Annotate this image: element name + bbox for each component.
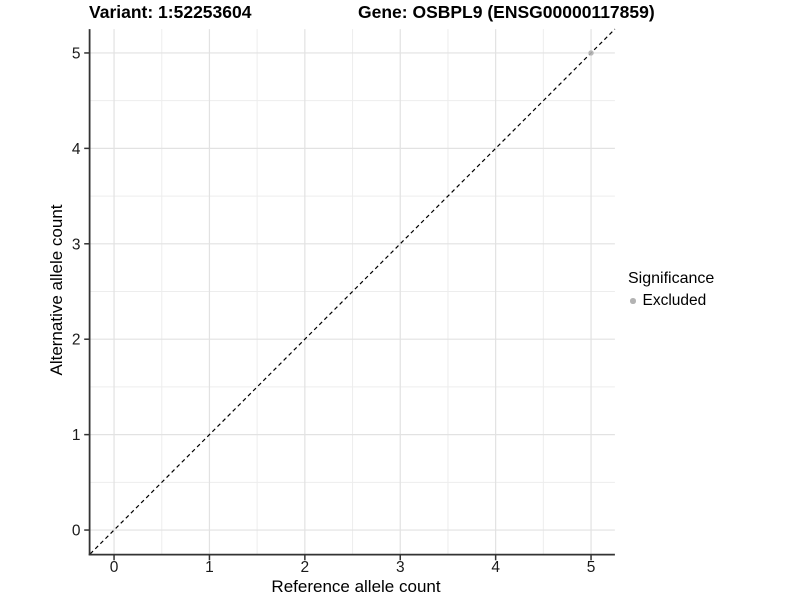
series-excluded [588, 50, 594, 56]
legend-title: Significance [628, 270, 715, 287]
identity-line [89, 28, 616, 555]
plot-title-variant: Variant: 1:52253604 [89, 2, 252, 22]
excluded-point-icon [630, 298, 636, 304]
gridlines-minor [90, 29, 615, 554]
svg-text:0: 0 [72, 523, 81, 540]
svg-text:3: 3 [72, 236, 81, 253]
x-axis-ticks: 0 1 2 3 4 5 [110, 555, 596, 576]
y-axis-ticks: 0 1 2 3 4 5 [72, 45, 89, 540]
legend: Significance Excluded [628, 269, 714, 311]
y-axis-title: Alternative allele count [47, 204, 66, 376]
svg-text:4: 4 [72, 141, 81, 158]
plot-title-gene: Gene: OSBPL9 (ENSG00000117859) [358, 2, 655, 22]
svg-text:5: 5 [72, 45, 81, 62]
gridlines-major [90, 29, 615, 554]
axis-lines [88, 29, 615, 556]
svg-text:4: 4 [491, 559, 500, 576]
svg-text:5: 5 [587, 559, 596, 576]
svg-text:2: 2 [301, 559, 310, 576]
legend-item-excluded: Excluded [630, 291, 714, 311]
legend-item-label: Excluded [642, 292, 707, 309]
svg-text:1: 1 [72, 427, 81, 444]
svg-text:1: 1 [205, 559, 214, 576]
svg-text:0: 0 [110, 559, 119, 576]
svg-text:2: 2 [72, 332, 81, 349]
x-axis-title: Reference allele count [271, 577, 441, 596]
svg-text:3: 3 [396, 559, 405, 576]
